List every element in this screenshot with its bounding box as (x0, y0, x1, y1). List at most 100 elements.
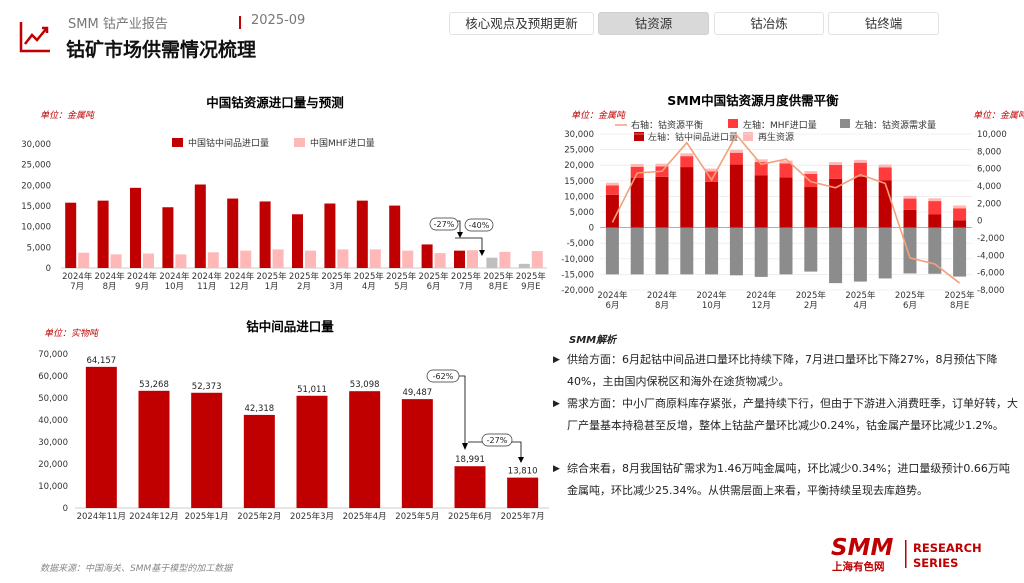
bar-intermediate (65, 202, 77, 268)
balance-unit-right: 单位：金属吨 (973, 110, 1024, 121)
legend-label-recycled: 再生资源 (758, 131, 794, 143)
bar-mhf (680, 156, 694, 168)
report-date: 2025-09 (251, 13, 306, 28)
bar-intermediate (324, 203, 336, 268)
x-tick-label: 2025年4月 (343, 511, 387, 522)
bar-intermediate (878, 180, 892, 228)
bullet-arrow-icon: ▶ (553, 399, 560, 409)
bar-demand (853, 227, 867, 282)
y-tick-label-left: -10,000 (561, 255, 594, 265)
bar-demand (953, 227, 967, 277)
bar-mhf (240, 250, 252, 268)
bar-mhf (207, 252, 219, 268)
annotation-pill (429, 217, 459, 231)
tab-cobalt-smelting[interactable]: 钴冶炼 (714, 12, 824, 35)
imports-unit: 单位：金属吨 (40, 110, 96, 121)
bar-recycled (705, 168, 719, 172)
bar-recycled (630, 163, 644, 167)
analysis-bullet: ▶ 需求方面：中小厂商原料库存紧张，产量持续下行，但由于下游进入消费旺季，订单好转… (553, 393, 1019, 437)
y-tick-label-right: 6,000 (977, 165, 1001, 175)
bar-mhf (143, 253, 154, 268)
logo-main: SMM (831, 535, 893, 561)
bar-intermediate (356, 200, 368, 268)
bar-intermediate (130, 187, 141, 268)
bar-mhf (928, 201, 942, 215)
x-tick-label: 2025年 9月E (516, 271, 547, 292)
legend-swatch-demand (840, 119, 850, 128)
x-tick-label: 2024年12月 (129, 511, 178, 522)
y-tick-label: 60,000 (38, 372, 68, 382)
analysis-bullet-text: 需求方面：中小厂商原料库存紧张，产量持续下行，但由于下游进入消费旺季，订单好转，… (567, 397, 1018, 432)
bar-intermediate (507, 477, 539, 508)
data-label: 13,810 (508, 467, 538, 477)
tab-core-views[interactable]: 核心观点及预期更新 (449, 12, 594, 35)
report-brand: SMM 钴产业报告 (68, 17, 168, 32)
legend-label-balance: 右轴：钴资源平衡 (631, 119, 703, 131)
x-tick-label: 2025年 8月E (945, 290, 976, 311)
bar-mhf (605, 185, 619, 195)
x-tick-label: 2025年7月 (501, 511, 545, 522)
bar-intermediate (292, 214, 303, 268)
bar-intermediate (853, 176, 867, 228)
x-tick-label: 2025年5月 (395, 511, 439, 522)
bar-recycled (605, 182, 619, 186)
bar-intermediate (401, 399, 433, 508)
bar-intermediate (191, 392, 223, 508)
y-tick-label: 15,000 (21, 202, 51, 212)
logo-sub: 上海有色网 (832, 560, 885, 573)
logo-research: RESEARCH (913, 541, 982, 555)
bar-recycled (804, 171, 818, 174)
annotation-pill (481, 433, 513, 447)
legend-label-demand: 左轴：钴资源需求量 (855, 119, 936, 131)
bar-intermediate (680, 167, 694, 228)
tab-cobalt-resources[interactable]: 钴资源 (598, 12, 709, 35)
imports-chart: 中国钴资源进口量与预测 单位：金属吨 中国钴中间品进口量 中国MHF进口量 0 5… (21, 95, 547, 292)
legend-label-mhf: 左轴：MHF进口量 (743, 119, 817, 131)
bar-forecast (486, 257, 498, 268)
bar-demand (928, 227, 942, 274)
bar-demand (878, 227, 892, 279)
bar-mhf (804, 173, 818, 188)
legend-swatch-recycled (743, 132, 753, 141)
y-tick-label: 40,000 (38, 416, 68, 426)
bar-mhf (434, 253, 446, 268)
x-tick-label: 2024年 9月 (127, 271, 158, 292)
y-tick-label-right: -2,000 (977, 234, 1004, 244)
annotation-minus-62: -62% (433, 372, 454, 381)
bar-recycled (878, 164, 892, 168)
annotation-minus-27: -27% (434, 220, 455, 229)
balance-chart-title: SMM中国钴资源月度供需平衡 (667, 93, 839, 108)
data-label: 18,991 (455, 455, 485, 465)
bar-demand (729, 227, 743, 276)
y-tick-label: 25,000 (21, 161, 51, 171)
x-tick-label: 2025年 8月E (483, 271, 514, 292)
bar-mhf (853, 162, 867, 177)
x-tick-label: 2024年 8月 (95, 271, 126, 292)
y-tick-label: 20,000 (38, 460, 68, 470)
data-label: 51,011 (297, 385, 327, 395)
bar-intermediate (259, 201, 271, 268)
bar-mhf (531, 251, 543, 268)
bar-demand (680, 227, 694, 275)
y-tick-label-right: 2,000 (977, 199, 1001, 209)
bar-intermediate (705, 181, 719, 228)
y-tick-label-right: 4,000 (977, 182, 1001, 192)
x-tick-label: 2025年2月 (237, 511, 281, 522)
data-label: 53,268 (139, 380, 169, 390)
data-label: 52,373 (192, 382, 222, 392)
data-label: 53,098 (350, 380, 380, 390)
y-tick-label-left: 25,000 (564, 146, 594, 156)
y-tick-label-right: 8,000 (977, 147, 1001, 157)
bar-demand (605, 227, 619, 275)
bar-demand (630, 227, 644, 275)
tab-cobalt-terminal[interactable]: 钴终端 (828, 12, 939, 35)
legend-label-mhf: 中国MHF进口量 (310, 137, 375, 149)
